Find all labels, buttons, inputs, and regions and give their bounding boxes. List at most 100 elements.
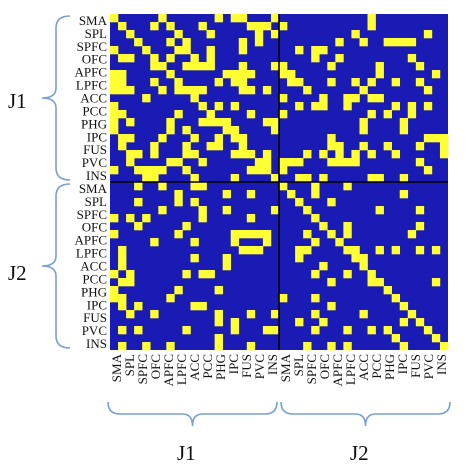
matrix-cell <box>118 22 127 31</box>
matrix-cell <box>327 142 336 151</box>
matrix-cell <box>415 318 425 327</box>
col-label-j2-lpfc: LPFC <box>343 354 358 385</box>
col-label-j2-ofc: OFC <box>317 354 332 379</box>
col-label-j1-phg: PHG <box>213 354 228 380</box>
matrix-cell <box>246 310 256 319</box>
matrix-cell <box>431 334 441 343</box>
matrix-cell <box>367 14 376 23</box>
matrix-cell <box>238 150 248 159</box>
matrix-cell <box>246 342 256 351</box>
matrix-cell <box>142 214 151 223</box>
matrix-cell <box>327 198 336 207</box>
matrix-cell <box>110 110 119 119</box>
row-label-j2-spfc: SPFC <box>77 207 107 222</box>
matrix-cell <box>222 254 232 263</box>
matrix-cell <box>391 38 401 47</box>
matrix-cell <box>174 158 183 167</box>
matrix-cell <box>415 158 425 167</box>
matrix-cell <box>351 158 360 167</box>
matrix-cell <box>118 254 127 263</box>
matrix-cell <box>110 270 119 279</box>
matrix-cell <box>230 318 240 327</box>
matrix-cell <box>367 150 376 159</box>
matrix-cell <box>391 102 401 111</box>
matrix-cell <box>303 246 312 255</box>
matrix-cell <box>126 150 135 159</box>
matrix-cell <box>246 230 256 239</box>
matrix-cell <box>110 102 119 111</box>
col-label-j2-spl: SPL <box>291 354 306 376</box>
matrix-cell <box>262 326 272 335</box>
matrix-cell <box>142 166 151 175</box>
matrix-cell <box>206 46 215 55</box>
matrix-cell <box>367 326 376 335</box>
col-label-j2-pvc: PVC <box>421 354 436 379</box>
matrix-cell <box>254 230 264 239</box>
matrix-cell <box>150 142 159 151</box>
row-label-j2-ofc: OFC <box>82 220 107 235</box>
matrix-cell <box>415 142 425 151</box>
matrix-cell <box>343 342 352 351</box>
col-label-j1-pvc: PVC <box>252 354 267 379</box>
matrix-cell <box>246 246 256 255</box>
row-label-j2-fus: FUS <box>83 310 107 325</box>
matrix-cell <box>206 54 215 63</box>
matrix-cell <box>214 318 223 327</box>
matrix-cell <box>190 198 199 207</box>
matrix-cell <box>230 230 240 239</box>
matrix-cell <box>230 134 240 143</box>
matrix-cell <box>206 118 215 127</box>
matrix-cell <box>439 134 449 143</box>
matrix-cell <box>246 190 256 199</box>
matrix-cell <box>415 206 425 215</box>
row-label-j1-lpfc: LPFC <box>76 78 107 93</box>
matrix-cell <box>407 310 417 319</box>
col-label-j1-acc: ACC <box>187 354 202 381</box>
matrix-cell <box>399 126 409 135</box>
col-label-j1-sma: SMA <box>109 353 124 382</box>
matrix-cell <box>246 70 256 79</box>
matrix-cell <box>238 38 248 47</box>
matrix-cell <box>182 166 191 175</box>
col-label-j2-pcc: PCC <box>369 354 384 379</box>
matrix-cell <box>319 318 328 327</box>
matrix-cell <box>279 22 288 31</box>
matrix-cell <box>118 278 127 287</box>
matrix-cell <box>134 166 143 175</box>
matrix-cell <box>190 254 199 263</box>
row-group-label-j1: J1 <box>8 89 27 113</box>
matrix-cell <box>343 158 352 167</box>
matrix-cell <box>279 158 288 167</box>
matrix-cell <box>327 62 336 71</box>
matrix-cell <box>359 38 368 47</box>
matrix-cell <box>214 342 223 351</box>
matrix-cell <box>214 118 223 127</box>
matrix-cell <box>270 326 280 335</box>
matrix-cell <box>295 158 304 167</box>
matrix-cell <box>198 118 207 127</box>
row-label-j2-pvc: PVC <box>82 323 107 338</box>
matrix-cell <box>270 206 280 215</box>
row-label-j2-pcc: PCC <box>82 271 107 286</box>
matrix-cell <box>198 206 207 215</box>
matrix-cell <box>110 294 119 303</box>
matrix-cell <box>383 110 392 119</box>
matrix-cell <box>391 78 401 87</box>
matrix-cell <box>174 46 183 55</box>
matrix-cell <box>190 134 199 143</box>
matrix-cell <box>118 246 127 255</box>
matrix-cell <box>407 54 417 63</box>
row-labels: SMASPLSPFCOFCAPFCLPFCACCPCCPHGIPCFUSPVCI… <box>74 13 107 351</box>
matrix-cell <box>254 38 264 47</box>
matrix-cell <box>166 158 175 167</box>
matrix-cell <box>431 278 441 287</box>
matrix-cell <box>222 262 232 271</box>
matrix-cell <box>303 150 312 159</box>
matrix-cell <box>295 318 304 327</box>
col-label-j2-fus: FUS <box>408 354 423 378</box>
matrix-cell <box>206 62 215 71</box>
matrix-cell <box>270 126 280 135</box>
matrix-cell <box>158 14 167 23</box>
matrix-cell <box>150 22 159 31</box>
matrix-cell <box>399 318 409 327</box>
